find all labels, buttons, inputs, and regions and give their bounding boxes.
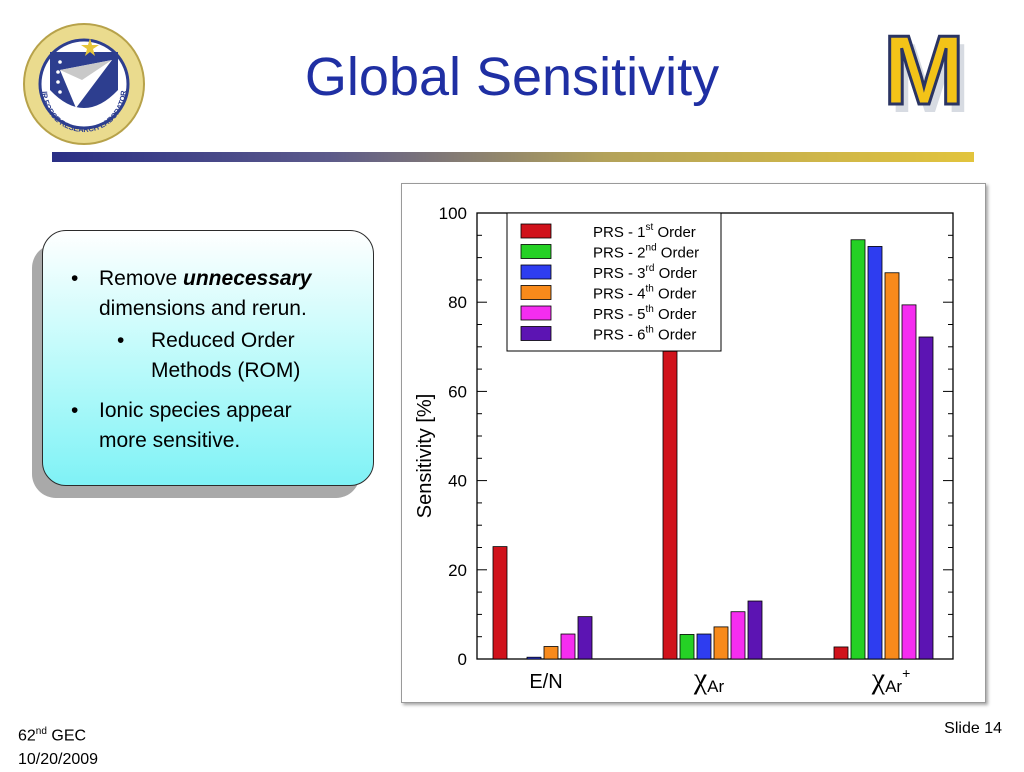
bar bbox=[901, 304, 917, 660]
legend-swatch bbox=[520, 264, 552, 280]
header-divider bbox=[52, 152, 974, 162]
michigan-m-logo: M M bbox=[882, 20, 971, 133]
bar bbox=[577, 616, 593, 660]
legend-label: PRS - 5th Order bbox=[593, 304, 696, 323]
y-tick-label: 0 bbox=[458, 650, 467, 669]
y-tick-label: 60 bbox=[448, 382, 467, 401]
bullet-2-mark: • bbox=[71, 399, 79, 422]
legend-label: PRS - 2nd Order bbox=[593, 243, 699, 262]
sub-bullet-mark: • bbox=[117, 329, 125, 352]
footer-event-name: GEC bbox=[51, 727, 87, 745]
legend-swatch bbox=[520, 244, 552, 259]
y-tick-label: 80 bbox=[448, 293, 467, 312]
bar bbox=[560, 633, 576, 660]
x-tick-label: χAr bbox=[693, 662, 725, 696]
y-tick-label: 20 bbox=[448, 561, 467, 580]
bar bbox=[492, 546, 508, 660]
footer-date: 10/20/2009 bbox=[18, 751, 99, 769]
slide-number: Slide 14 bbox=[944, 720, 1002, 737]
legend-label: PRS - 1st Order bbox=[593, 222, 696, 241]
bullet-2-line-2: more sensitive. bbox=[99, 429, 241, 452]
bar bbox=[526, 656, 542, 660]
bar bbox=[713, 626, 729, 660]
bar bbox=[747, 600, 763, 660]
legend-label: PRS - 4th Order bbox=[593, 284, 696, 303]
bar bbox=[833, 646, 849, 660]
legend-label: PRS - 3rd Order bbox=[593, 263, 697, 282]
footer-ordinal: 62 bbox=[18, 727, 36, 745]
bar bbox=[679, 634, 695, 660]
sub-bullet-line-2: Methods (ROM) bbox=[151, 359, 301, 382]
sensitivity-chart: 0 20 40 60 80 100 Sensitivity [%] E/N χAr χAr+ PRS… bbox=[414, 204, 954, 696]
bullet-1-emphasis: unnecessary bbox=[183, 267, 312, 290]
bar bbox=[918, 336, 934, 660]
bullet-1-line-1: Remove unnecessary bbox=[99, 264, 311, 294]
bullet-2-line-1: Ionic species appear bbox=[99, 399, 292, 422]
x-tick-label: χAr+ bbox=[871, 662, 911, 696]
sub-bullet-line-1: Reduced Order bbox=[151, 329, 295, 352]
legend-swatch bbox=[520, 285, 552, 300]
svg-text:M: M bbox=[883, 20, 965, 125]
bullet-1-text: Remove bbox=[99, 267, 184, 290]
footer-ordinal-sup: nd bbox=[35, 726, 47, 737]
slide-title: Global Sensitivity bbox=[304, 47, 720, 107]
callout-box: • Remove unnecessary dimensions and reru… bbox=[42, 230, 374, 486]
bar bbox=[850, 239, 866, 660]
bullet-1-line-2: dimensions and rerun. bbox=[99, 297, 307, 320]
bar bbox=[730, 611, 746, 660]
legend-swatch bbox=[520, 326, 552, 341]
y-tick-label: 100 bbox=[439, 204, 467, 223]
legend-swatch bbox=[520, 305, 552, 321]
bar bbox=[696, 633, 712, 660]
y-tick-label: 40 bbox=[448, 472, 467, 491]
bar bbox=[884, 272, 900, 660]
bullet-1-mark: • bbox=[71, 267, 79, 290]
x-tick-label: E/N bbox=[529, 671, 562, 693]
y-axis-label: Sensitivity [%] bbox=[414, 394, 436, 518]
bar bbox=[662, 350, 678, 660]
afrl-logo: AIR FORCE RESEARCH LABORATORY bbox=[20, 20, 145, 145]
svg-text:M: M bbox=[889, 23, 971, 133]
footer-event: 62nd GEC 10/20/2009 bbox=[18, 720, 98, 772]
bar bbox=[867, 246, 883, 660]
bar bbox=[543, 646, 559, 660]
legend-swatch bbox=[520, 223, 552, 239]
legend-label: PRS - 6th Order bbox=[593, 325, 696, 344]
